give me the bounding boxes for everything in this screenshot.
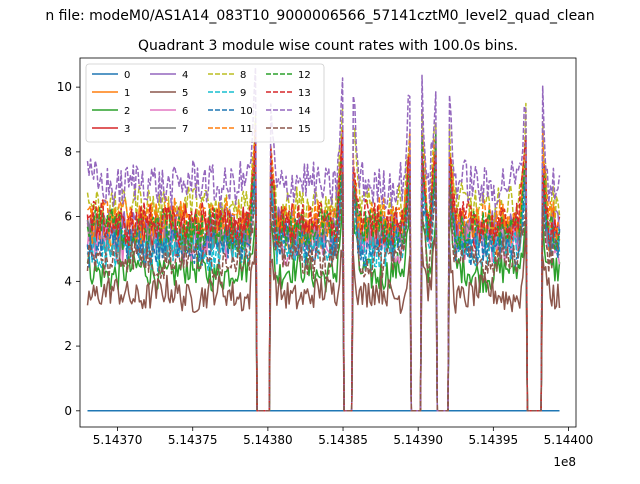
series-line-15 [86,172,560,412]
legend-label-5: 5 [182,88,188,99]
plot-area [79,57,577,428]
y-axis: 0 2 4 6 8 10 [57,80,80,418]
x-axis: 5.14370 5.14375 5.14380 5.14385 5.14390 5.143… [93,427,594,447]
y-tick-label: 10 [57,80,72,94]
legend-label-1: 1 [124,88,130,99]
series-line-2 [86,199,561,412]
legend-label-10: 10 [240,106,253,117]
series-line-14 [86,66,561,412]
series-group [86,66,561,412]
series-line-13 [87,125,561,412]
chart-title: Quadrant 3 module wise count rates with … [138,38,518,54]
x-tick-label: 5.14395 [469,433,519,447]
legend-label-4: 4 [182,70,188,81]
legend-label-3: 3 [124,124,130,135]
legend-label-12: 12 [298,70,311,81]
legend-label-14: 14 [298,106,311,117]
legend-label-8: 8 [240,70,246,81]
legend-label-0: 0 [124,70,130,81]
legend-label-2: 2 [124,106,130,117]
series-line-5 [86,230,561,412]
x-tick-label: 5.14400 [544,433,594,447]
y-tick-label: 0 [64,404,72,418]
legend-label-7: 7 [182,124,188,135]
legend-label-6: 6 [182,106,188,117]
legend-label-11: 11 [240,124,253,135]
x-tick-label: 5.14390 [393,433,443,447]
axes-frame [79,57,577,428]
legend-label-15: 15 [298,124,311,135]
legend-label-13: 13 [298,88,311,99]
figure-suptitle: n file: modeM0/AS1A14_083T10_9000006566_… [45,8,594,24]
x-tick-label: 5.14375 [168,433,218,447]
y-tick-label: 6 [64,210,72,224]
y-tick-label: 4 [64,274,72,288]
y-tick-label: 2 [64,339,72,353]
x-tick-label: 5.14370 [93,433,143,447]
legend-box [85,63,325,143]
x-tick-label: 5.14385 [318,433,368,447]
y-tick-label: 8 [64,145,72,159]
legend-label-9: 9 [240,88,246,99]
x-offset-label: 1e8 [553,455,576,469]
x-tick-label: 5.14380 [243,433,293,447]
